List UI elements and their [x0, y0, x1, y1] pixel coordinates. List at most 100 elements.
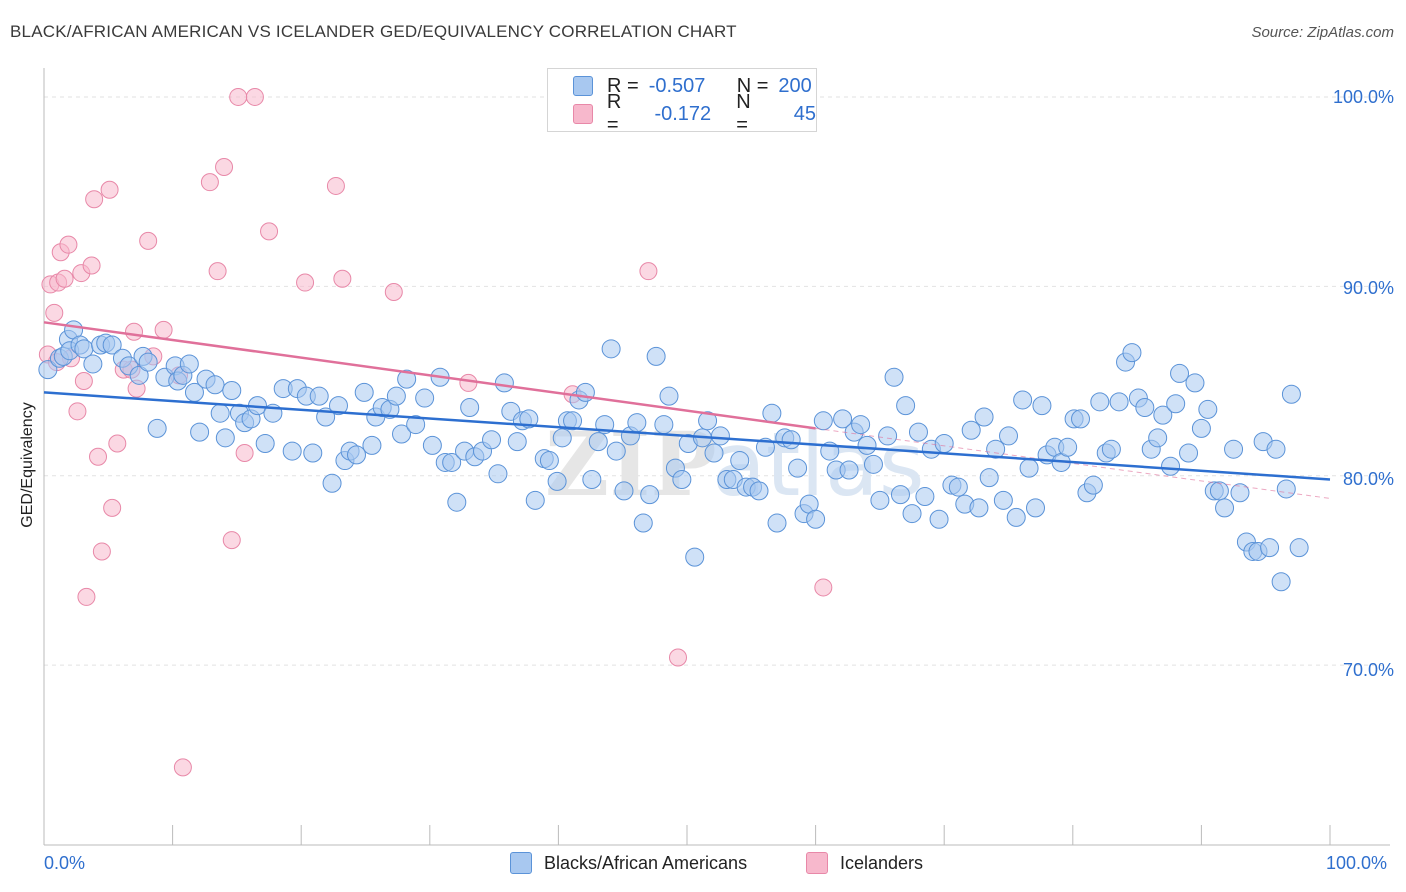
data-point-blacks — [215, 428, 235, 448]
series-blacks — [38, 320, 1309, 592]
legend-item-icelanders: Icelanders — [806, 852, 923, 874]
chart-title: BLACK/AFRICAN AMERICAN VS ICELANDER GED/… — [10, 22, 737, 41]
legend-r-value: -0.172 — [654, 102, 712, 125]
data-point-blacks — [1026, 498, 1046, 518]
data-point-blacks — [38, 360, 58, 380]
data-point-blacks — [1122, 343, 1142, 363]
data-point-blacks — [646, 346, 666, 366]
data-point-icelanders — [92, 542, 111, 561]
trend-line-icelanders-extension — [815, 427, 1331, 499]
data-point-blacks — [255, 434, 275, 454]
data-point-icelanders — [77, 587, 96, 606]
y-tick-70: 70.0% — [1342, 660, 1394, 680]
data-point-blacks — [1191, 418, 1211, 438]
data-point-blacks — [1153, 405, 1173, 425]
data-point-blacks — [179, 354, 199, 374]
data-point-blacks — [83, 354, 103, 374]
data-point-blacks — [890, 485, 910, 505]
data-point-icelanders — [45, 303, 64, 322]
data-point-blacks — [563, 411, 583, 431]
data-point-blacks — [488, 464, 508, 484]
data-point-blacks — [863, 454, 883, 474]
data-point-icelanders — [296, 273, 315, 292]
data-point-icelanders — [333, 269, 352, 288]
legend-n-label: N = — [736, 91, 751, 136]
data-point-blacks — [1109, 392, 1129, 412]
legend-item-blacks: Blacks/African Americans — [510, 852, 747, 874]
data-point-blacks — [614, 481, 634, 501]
data-point-icelanders — [85, 190, 104, 209]
data-point-blacks — [190, 422, 210, 442]
data-point-blacks — [138, 352, 158, 372]
data-point-blacks — [1230, 483, 1250, 503]
data-point-blacks — [915, 487, 935, 507]
legend-row-pink: R = -0.172 N = 45 — [548, 91, 816, 136]
data-point-blacks — [507, 432, 527, 452]
data-point-blacks — [788, 458, 808, 478]
data-point-blacks — [1090, 392, 1110, 412]
data-point-icelanders — [384, 283, 403, 302]
data-point-blacks — [102, 335, 122, 355]
y-axis-label: GED/Equivalency — [19, 402, 36, 528]
data-point-blacks — [833, 409, 853, 429]
data-point-blacks — [422, 435, 442, 455]
trend-line-blacks — [43, 391, 1331, 481]
data-point-blacks — [1013, 390, 1033, 410]
data-point-blacks — [1101, 439, 1121, 459]
data-point-blacks — [601, 339, 621, 359]
data-point-blacks — [1266, 439, 1286, 459]
data-point-blacks — [147, 418, 167, 438]
data-point-blacks — [1260, 538, 1280, 558]
stats-legend: R = -0.507 N = 200 R = -0.172 N = 45 — [547, 68, 817, 136]
data-point-blacks — [767, 513, 787, 533]
data-point-blacks — [749, 481, 769, 501]
data-point-icelanders — [200, 173, 219, 192]
data-point-blacks — [685, 547, 705, 567]
data-point-blacks — [948, 477, 968, 497]
data-point-blacks — [552, 428, 572, 448]
data-point-blacks — [929, 509, 949, 529]
legend-row-blue: R = -0.507 N = 200 — [548, 72, 812, 100]
data-point-icelanders — [222, 531, 241, 550]
data-point-blacks — [672, 469, 692, 489]
legend-r-value: -0.507 — [648, 74, 706, 97]
data-point-blacks — [1166, 394, 1186, 414]
series-icelanders — [38, 87, 833, 777]
data-point-blacks — [519, 409, 539, 429]
data-point-blacks — [698, 411, 718, 431]
data-point-blacks — [870, 490, 890, 510]
data-point-icelanders — [108, 434, 127, 453]
data-point-blacks — [1170, 363, 1190, 383]
data-point-blacks — [460, 398, 480, 418]
data-point-blacks — [539, 451, 559, 471]
data-point-icelanders — [82, 256, 101, 275]
data-point-blacks — [328, 396, 348, 416]
data-point-blacks — [806, 509, 826, 529]
data-point-icelanders — [100, 180, 119, 199]
data-point-blacks — [415, 388, 435, 408]
legend-label-blacks: Blacks/African Americans — [544, 852, 748, 873]
data-point-blacks — [1006, 507, 1026, 527]
data-point-blacks — [633, 513, 653, 533]
data-point-blacks — [961, 420, 981, 440]
trend-line-icelanders — [43, 321, 816, 430]
data-point-blacks — [627, 413, 647, 433]
data-point-blacks — [1271, 572, 1291, 592]
legend-swatch-blue — [573, 76, 593, 96]
source-label: Source: ZipAtlas.com — [1251, 24, 1394, 41]
data-point-blacks — [222, 380, 242, 400]
data-point-icelanders — [668, 648, 687, 667]
legend-swatch-pink — [806, 852, 828, 874]
data-point-blacks — [397, 369, 417, 389]
data-point-blacks — [1209, 481, 1229, 501]
data-point-blacks — [406, 415, 426, 435]
data-point-blacks — [547, 471, 567, 491]
data-point-blacks — [1224, 439, 1244, 459]
data-point-blacks — [896, 396, 916, 416]
data-point-icelanders — [173, 758, 192, 777]
data-point-blacks — [1058, 437, 1078, 457]
data-point-blacks — [205, 375, 225, 395]
data-point-blacks — [362, 435, 382, 455]
data-point-blacks — [442, 452, 462, 472]
